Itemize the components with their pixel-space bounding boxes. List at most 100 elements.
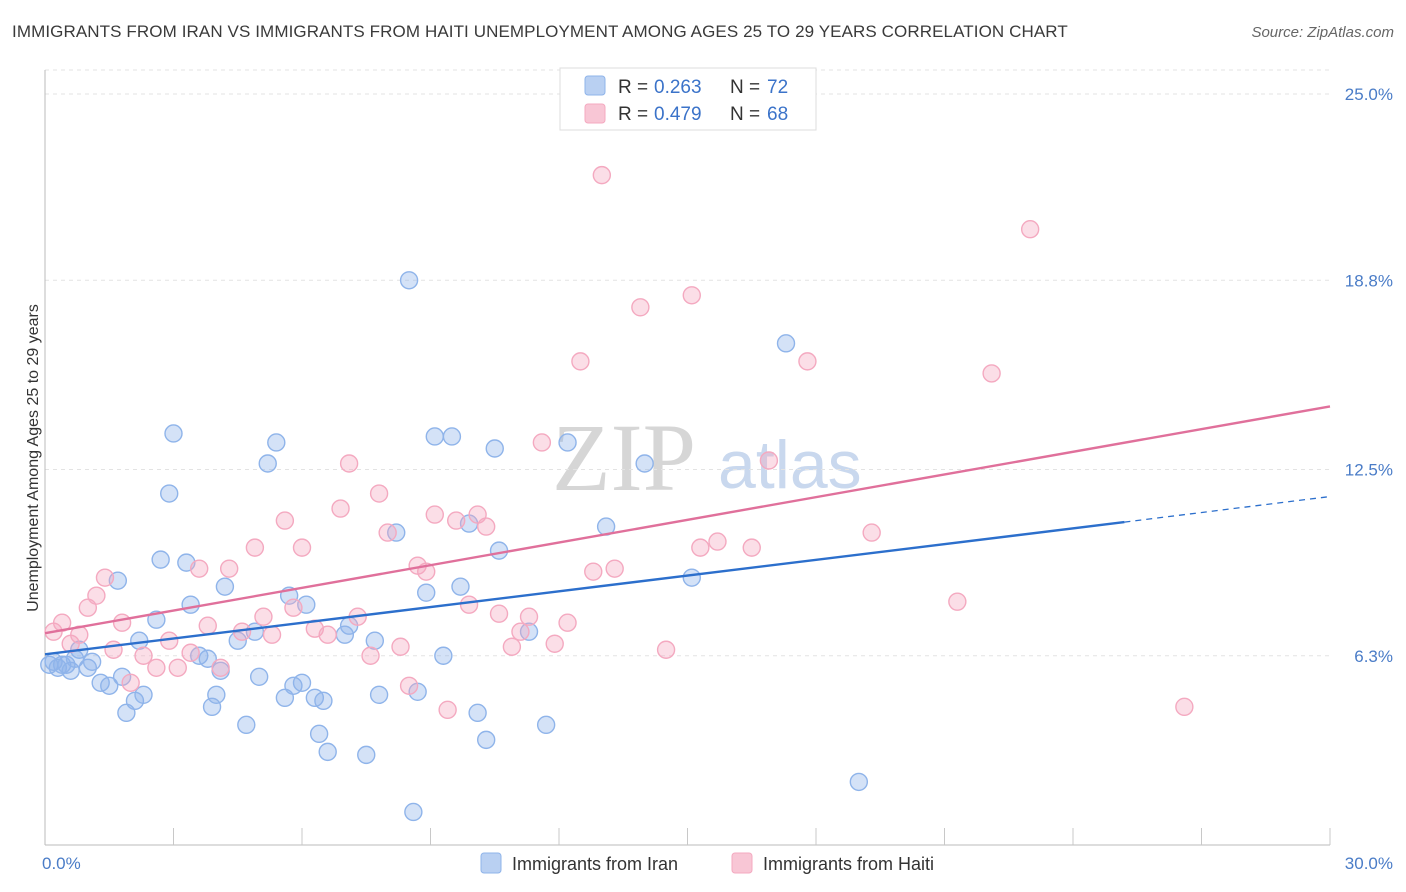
point-haiti bbox=[339, 454, 359, 473]
series-iran-points bbox=[40, 271, 869, 822]
point-haiti bbox=[982, 364, 1001, 383]
source-label: Source: ZipAtlas.com bbox=[1251, 24, 1394, 41]
point-iran bbox=[404, 802, 423, 822]
point-haiti bbox=[112, 613, 132, 632]
point-haiti bbox=[447, 511, 466, 530]
point-iran bbox=[181, 595, 200, 614]
point-iran bbox=[237, 715, 256, 735]
point-iran bbox=[485, 439, 504, 458]
trend-line-iran bbox=[44, 520, 1125, 656]
point-iran bbox=[489, 541, 509, 560]
point-iran bbox=[82, 652, 102, 671]
legend-r-value-haiti: 0.479 bbox=[654, 104, 702, 125]
point-haiti bbox=[361, 646, 380, 665]
point-haiti bbox=[511, 622, 530, 641]
point-haiti bbox=[189, 559, 209, 578]
legend-r-label-haiti: R = bbox=[618, 104, 653, 125]
point-haiti bbox=[438, 700, 457, 720]
legend-box: R = 0.263 N = 72 R = 0.479 N = 68 bbox=[559, 67, 817, 131]
point-haiti bbox=[134, 646, 153, 665]
point-iran bbox=[134, 685, 153, 705]
x-tick-marks bbox=[173, 828, 1331, 845]
bottom-legend-label-iran: Immigrants from Iran bbox=[512, 854, 678, 874]
point-haiti bbox=[571, 352, 590, 371]
point-iran bbox=[468, 703, 487, 723]
point-haiti bbox=[275, 511, 295, 530]
trend-lines bbox=[44, 405, 1331, 656]
point-haiti bbox=[545, 634, 564, 653]
point-haiti bbox=[656, 640, 676, 659]
point-iran bbox=[425, 427, 444, 446]
point-iran bbox=[682, 568, 701, 587]
point-iran bbox=[160, 484, 179, 503]
legend-swatch-iran bbox=[584, 75, 606, 96]
y-axis-label: Unemployment Among Ages 25 to 29 years bbox=[25, 304, 42, 612]
point-iran bbox=[249, 667, 269, 686]
point-iran bbox=[151, 550, 170, 569]
point-haiti bbox=[95, 568, 115, 587]
point-iran bbox=[365, 631, 385, 650]
y-tick-label: 25.0% bbox=[1345, 85, 1393, 104]
point-haiti bbox=[605, 559, 624, 578]
point-iran bbox=[215, 577, 235, 596]
legend-n-value-haiti: 68 bbox=[767, 104, 788, 125]
legend-r-value-iran: 0.263 bbox=[654, 77, 702, 98]
point-iran bbox=[849, 772, 869, 792]
point-haiti bbox=[284, 598, 303, 617]
point-haiti bbox=[104, 640, 123, 659]
watermark: ZIP atlas bbox=[552, 404, 862, 511]
point-haiti bbox=[1175, 697, 1194, 717]
point-iran bbox=[130, 631, 149, 650]
point-iran bbox=[357, 745, 376, 765]
point-iran bbox=[776, 334, 796, 353]
legend-n-label-iran: N = bbox=[730, 77, 765, 98]
point-haiti bbox=[691, 538, 710, 557]
point-haiti bbox=[318, 625, 337, 644]
point-iran bbox=[314, 691, 333, 711]
point-haiti bbox=[254, 607, 273, 626]
point-haiti bbox=[391, 637, 410, 656]
point-haiti bbox=[262, 625, 282, 644]
point-iran bbox=[417, 583, 436, 602]
point-iran bbox=[267, 433, 286, 452]
legend-n-label-haiti: N = bbox=[730, 104, 765, 125]
point-haiti bbox=[798, 352, 817, 371]
point-haiti bbox=[198, 616, 217, 635]
point-iran bbox=[536, 715, 556, 735]
point-haiti bbox=[459, 595, 479, 614]
point-haiti bbox=[502, 637, 522, 656]
point-iran bbox=[202, 697, 222, 717]
point-iran bbox=[442, 427, 462, 446]
watermark-atlas: atlas bbox=[718, 427, 862, 503]
point-haiti bbox=[1020, 220, 1040, 239]
point-haiti bbox=[476, 517, 496, 536]
trend-extension-iran bbox=[1124, 495, 1331, 523]
y-tick-label: 18.8% bbox=[1345, 271, 1393, 290]
y-tick-labels: 6.3% 12.5% 18.8% 25.0% bbox=[1345, 85, 1393, 666]
point-iran bbox=[164, 424, 183, 443]
series-haiti-points bbox=[44, 165, 1194, 720]
point-haiti bbox=[369, 484, 389, 503]
point-iran bbox=[292, 673, 312, 692]
point-haiti bbox=[489, 604, 509, 623]
point-haiti bbox=[181, 643, 200, 662]
point-haiti bbox=[532, 433, 552, 452]
x-tick-label-max: 30.0% bbox=[1345, 854, 1393, 873]
legend-swatch-haiti bbox=[584, 103, 606, 124]
point-haiti bbox=[759, 451, 779, 470]
bottom-legend-swatch-haiti bbox=[731, 852, 753, 874]
bottom-legend-swatch-iran bbox=[480, 852, 502, 874]
point-haiti bbox=[87, 586, 106, 605]
point-iran bbox=[369, 685, 389, 705]
bottom-legend-label-haiti: Immigrants from Haiti bbox=[763, 854, 934, 874]
point-iran bbox=[309, 724, 329, 744]
point-iran bbox=[451, 577, 470, 596]
legend-r-label-iran: R = bbox=[618, 77, 653, 98]
point-iran bbox=[318, 742, 337, 762]
point-iran bbox=[635, 454, 654, 473]
point-haiti bbox=[245, 538, 265, 557]
trend-line-haiti bbox=[44, 405, 1331, 635]
y-tick-label: 6.3% bbox=[1354, 647, 1393, 666]
point-haiti bbox=[631, 298, 650, 317]
